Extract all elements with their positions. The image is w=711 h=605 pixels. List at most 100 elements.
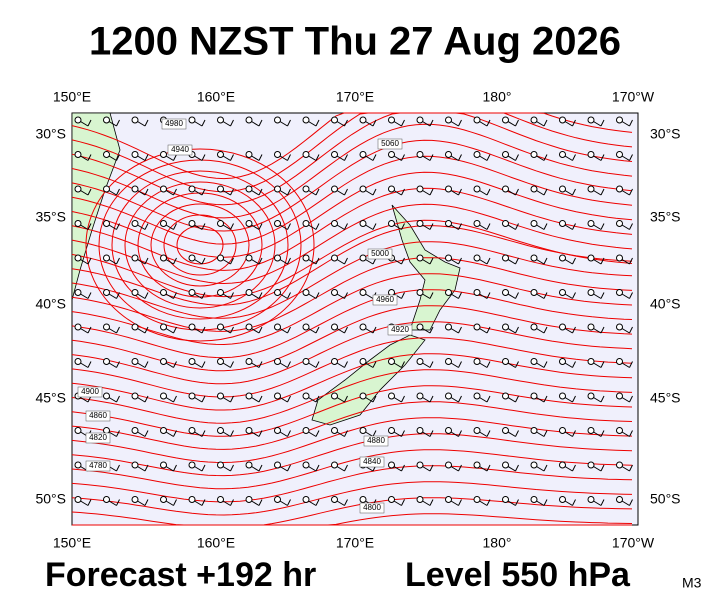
- lat-label-right: 30°S: [650, 126, 681, 142]
- station: [473, 323, 481, 331]
- barb-feather: [144, 223, 149, 230]
- barb-feather: [344, 223, 348, 230]
- barb-feather: [458, 499, 462, 506]
- lon-label-top: 170°E: [336, 89, 374, 105]
- contour: [71, 219, 633, 298]
- contour: [85, 148, 315, 342]
- station: [587, 358, 595, 365]
- barb-feather: [287, 292, 291, 299]
- station: [559, 496, 566, 503]
- barb-feather: [116, 395, 120, 403]
- barb-feather: [458, 361, 462, 368]
- station: [530, 220, 538, 227]
- station: [331, 220, 338, 227]
- station: [302, 427, 310, 434]
- station: [473, 116, 481, 124]
- barb-feather: [515, 223, 519, 230]
- station: [445, 427, 452, 434]
- lon-label-top: 160°E: [197, 89, 235, 105]
- barb-feather: [315, 119, 320, 127]
- station: [245, 220, 253, 227]
- contours: [71, 112, 633, 526]
- station: [217, 254, 224, 262]
- station: [188, 185, 196, 193]
- station: [416, 220, 424, 227]
- barb-feather: [629, 188, 633, 196]
- station: [587, 151, 595, 158]
- barb-feather: [486, 361, 491, 368]
- station: [616, 392, 623, 400]
- station: [473, 220, 481, 227]
- contour: [71, 171, 633, 258]
- forecast-label: Forecast +192 hr: [45, 556, 316, 594]
- station: [274, 289, 281, 296]
- station: [616, 116, 623, 124]
- barb-feather: [258, 292, 263, 299]
- contour-label-box: [167, 144, 193, 156]
- barb-feather: [258, 464, 263, 472]
- barb-feather: [258, 119, 263, 127]
- barb-feather: [429, 223, 434, 230]
- barb-feather: [486, 257, 491, 265]
- station: [274, 461, 281, 469]
- barb-feather: [572, 430, 576, 437]
- barb-feather: [543, 430, 548, 437]
- barb-feather: [144, 154, 149, 161]
- station: [616, 461, 623, 469]
- barb-feather: [173, 154, 177, 161]
- station: [274, 151, 281, 158]
- station: [416, 116, 424, 124]
- barb-feather: [201, 223, 206, 230]
- contour: [71, 481, 633, 516]
- station: [616, 289, 623, 296]
- barb-feather: [87, 154, 92, 161]
- contour-label-box: [359, 456, 385, 468]
- station: [530, 151, 538, 158]
- station: [217, 151, 224, 158]
- station: [131, 254, 139, 262]
- station: [388, 496, 395, 503]
- station: [245, 358, 253, 365]
- station: [188, 220, 196, 227]
- station: [188, 254, 196, 262]
- station: [217, 116, 224, 124]
- contour: [71, 139, 633, 232]
- barb-feather: [173, 430, 177, 437]
- station: [131, 461, 139, 469]
- station: [160, 185, 167, 193]
- barb-feather: [116, 188, 120, 196]
- barb-feather: [515, 188, 519, 196]
- station: [359, 116, 367, 124]
- contour-label-box: [85, 410, 111, 422]
- barb-feather: [543, 361, 548, 368]
- station: [245, 254, 253, 262]
- contour: [150, 203, 250, 287]
- barb-feather: [458, 395, 462, 403]
- barb-feather: [429, 430, 434, 437]
- barb-feather: [429, 361, 434, 368]
- station: [131, 496, 139, 503]
- barb-feather: [572, 464, 576, 472]
- station: [274, 358, 281, 365]
- barb-feather: [429, 119, 434, 127]
- station: [74, 427, 82, 434]
- station: [445, 392, 452, 400]
- station: [74, 358, 82, 365]
- contour: [71, 417, 633, 464]
- station: [274, 220, 281, 227]
- station: [587, 427, 595, 434]
- lat-label-left: 30°S: [35, 126, 66, 142]
- contour-label: 4920: [391, 325, 409, 334]
- station: [160, 151, 167, 158]
- contour: [71, 497, 633, 526]
- barb-feather: [144, 499, 149, 506]
- station: [302, 461, 310, 469]
- barb-feather: [201, 119, 206, 127]
- station: [331, 358, 338, 365]
- station: [245, 151, 253, 158]
- barb-feather: [458, 257, 462, 265]
- barb-feather: [572, 395, 576, 403]
- barb-feather: [401, 154, 405, 161]
- barb-feather: [173, 223, 177, 230]
- barb-feather: [486, 223, 491, 230]
